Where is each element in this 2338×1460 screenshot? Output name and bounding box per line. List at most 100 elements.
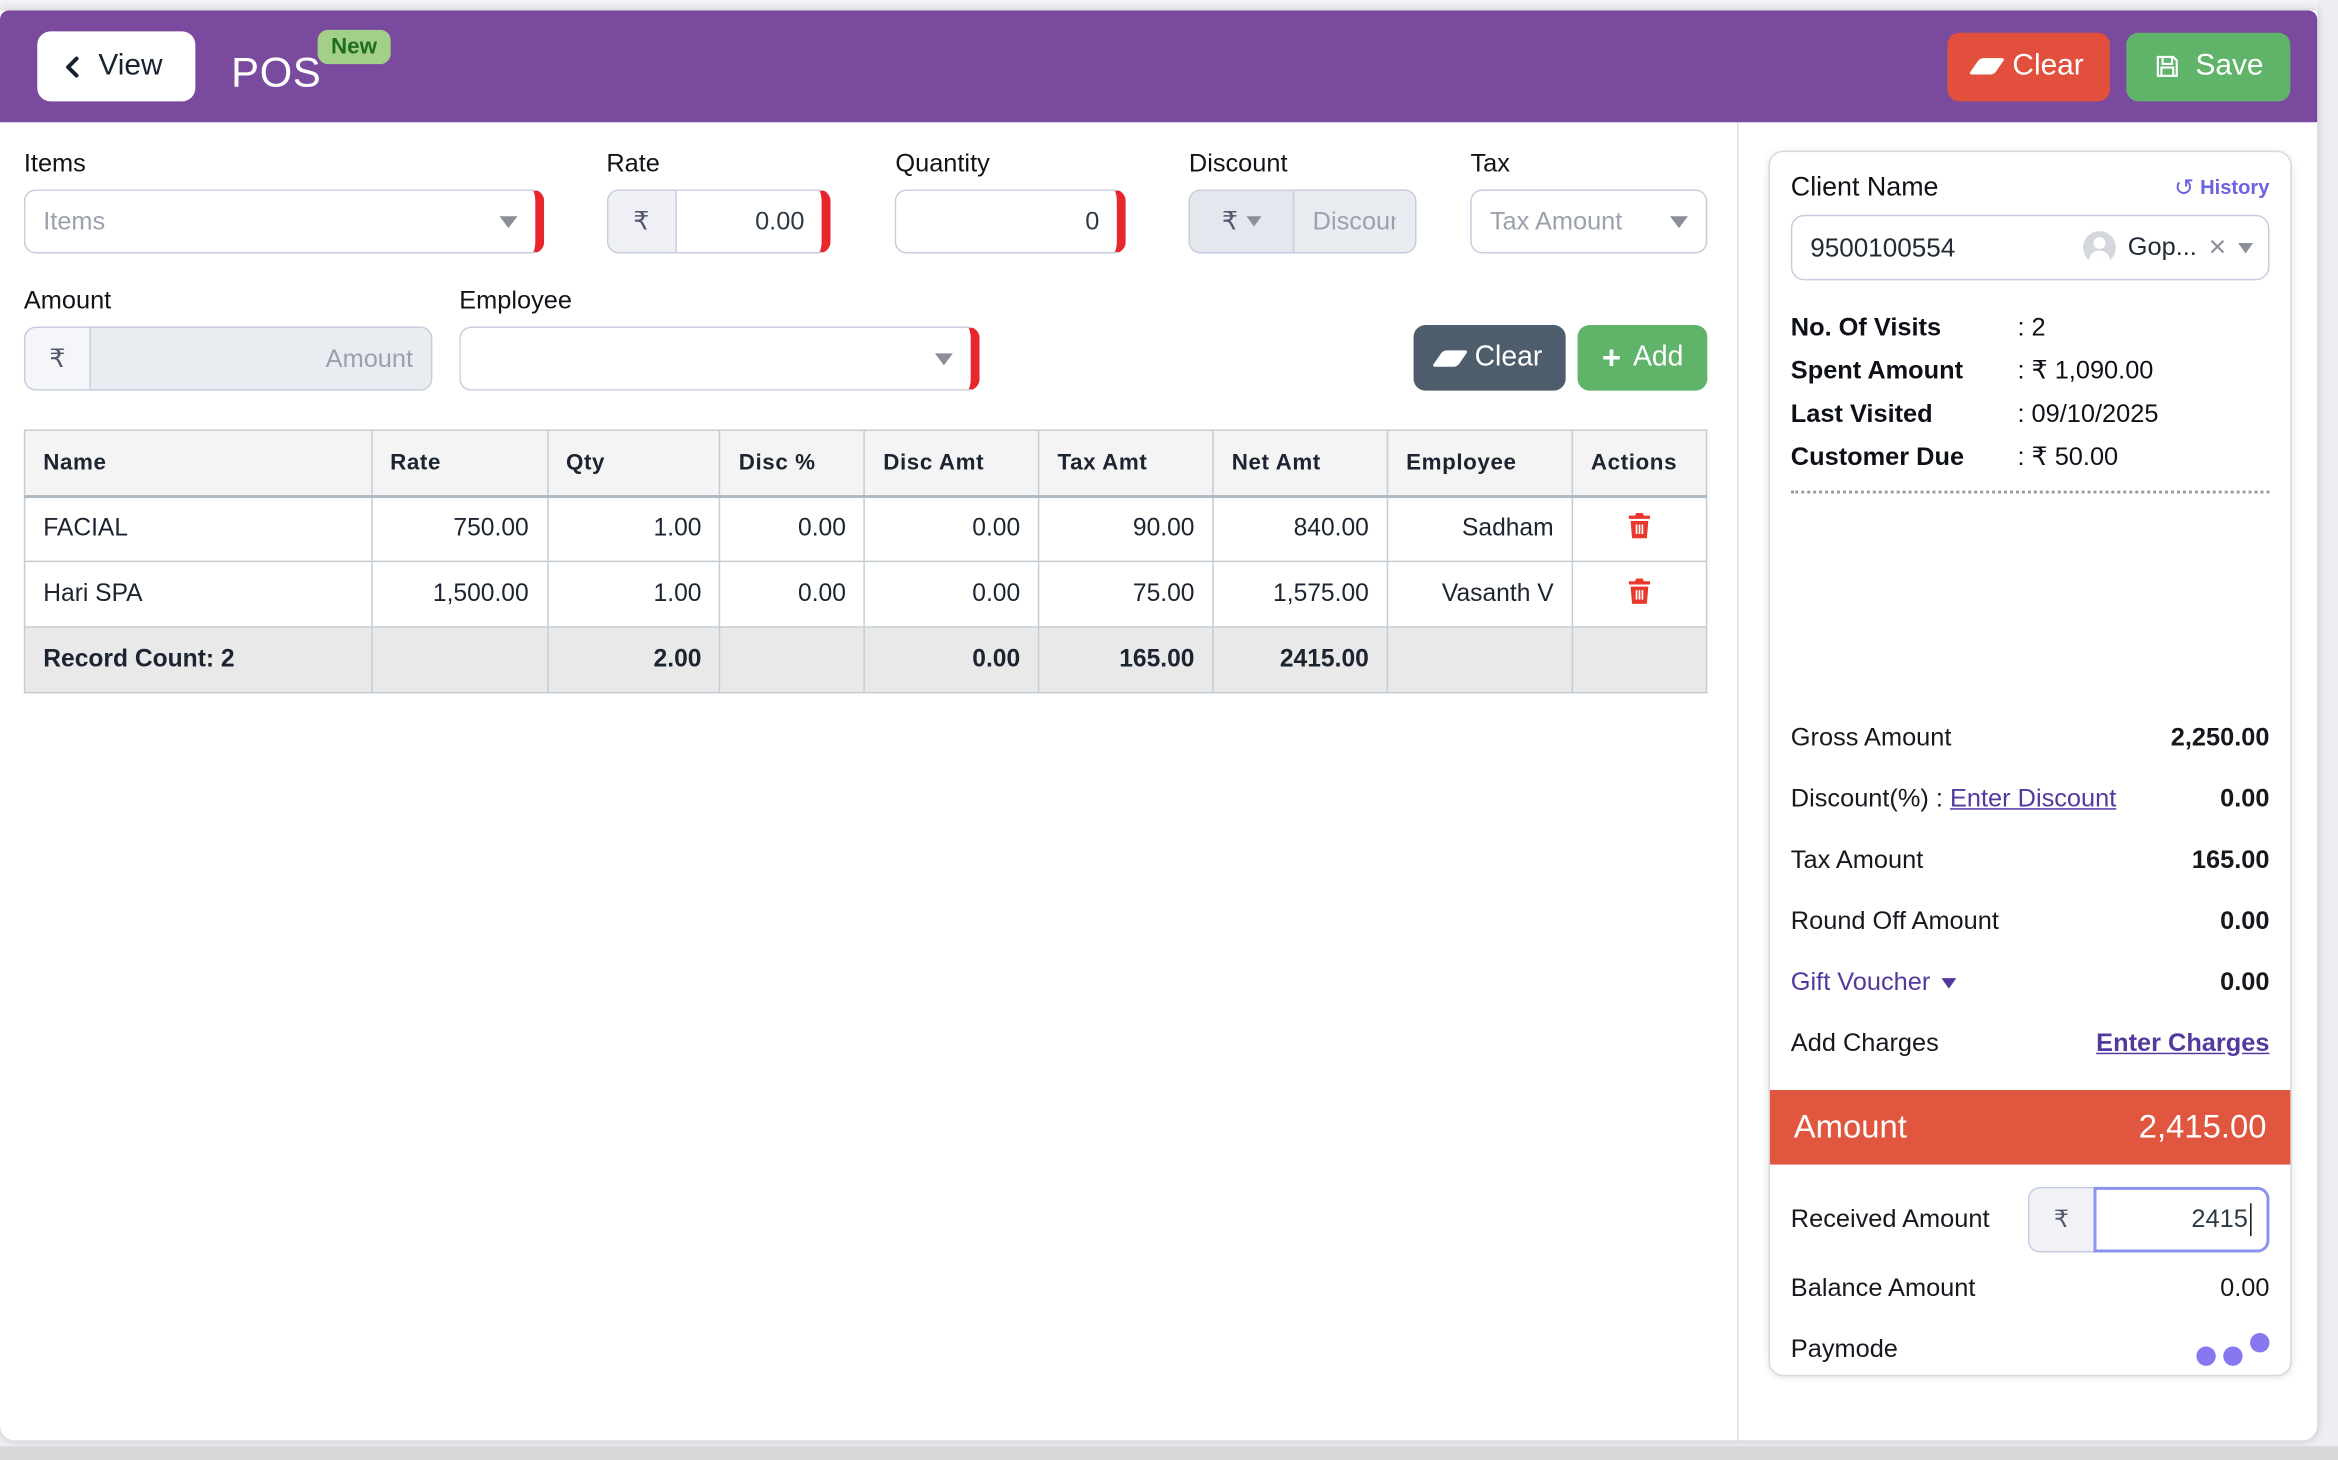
amount-input-wrap bbox=[89, 326, 433, 391]
client-stats: No. Of Visits : 2 Spent Amount : ₹ 1,090… bbox=[1791, 313, 2270, 473]
received-amount-input[interactable]: 2415 bbox=[2093, 1186, 2270, 1253]
loading-dot bbox=[2250, 1333, 2270, 1353]
chevron-down-icon bbox=[1246, 216, 1262, 227]
tax-amount-label: Tax Amount bbox=[1790, 845, 1924, 874]
dotted-divider bbox=[1790, 490, 2270, 494]
balance-amount-value: 0.00 bbox=[2220, 1273, 2270, 1302]
client-name-label: Client Name bbox=[1790, 171, 1939, 202]
col-tax-amt: Tax Amt bbox=[1038, 429, 1214, 497]
stat-label: Spent Amount bbox=[1790, 356, 1964, 385]
cell-employee: Vasanth V bbox=[1386, 560, 1574, 628]
stat-value: : ₹ 50.00 bbox=[2017, 442, 2119, 472]
enter-charges-link[interactable]: Enter Charges bbox=[2096, 1028, 2270, 1058]
cell-actions bbox=[1571, 495, 1708, 563]
discount-label: Discount bbox=[1188, 149, 1288, 178]
items-select[interactable]: Items bbox=[23, 189, 544, 254]
rupee-icon: ₹ bbox=[49, 343, 66, 373]
cell-actions bbox=[1571, 560, 1708, 628]
quantity-input[interactable] bbox=[896, 190, 1118, 252]
table-header-row: Name Rate Qty Disc % Disc Amt Tax Amt Ne… bbox=[23, 429, 1708, 497]
cell-tax-amt: 90.00 bbox=[1038, 495, 1214, 563]
col-employee: Employee bbox=[1386, 429, 1574, 497]
received-amount-label: Received Amount bbox=[1790, 1204, 1990, 1234]
employee-select[interactable] bbox=[459, 326, 980, 391]
form-row-2: Amount ₹ Employee bbox=[23, 286, 1708, 391]
line-actions: Clear + Add bbox=[1413, 325, 1708, 391]
amount-field: Amount ₹ bbox=[23, 286, 433, 391]
history-icon: ↺ bbox=[2174, 175, 2195, 201]
total-amount-banner: Amount 2,415.00 bbox=[1769, 1089, 2291, 1165]
client-select[interactable]: 9500100554 Gop... × bbox=[1790, 214, 2270, 281]
col-disc-pct: Disc % bbox=[719, 429, 866, 497]
header-save-button[interactable]: Save bbox=[2126, 32, 2291, 101]
total-amount-label: Amount bbox=[1793, 1107, 1907, 1146]
cell-disc-pct: 0.00 bbox=[719, 560, 866, 628]
discount-type-addon[interactable]: ₹ bbox=[1188, 189, 1294, 254]
items-label: Items bbox=[23, 149, 86, 178]
rate-input[interactable] bbox=[676, 190, 823, 252]
cell-tax-amt: 75.00 bbox=[1038, 560, 1214, 628]
chevron-down-icon bbox=[934, 352, 953, 365]
stat-row: Last Visited : 09/10/2025 bbox=[1791, 400, 2270, 430]
billing-sidebar: Client Name ↺ History 9500100554 Gop... … bbox=[1739, 122, 2318, 1377]
content: Items Items Rate ₹ bbox=[0, 122, 2318, 1441]
stat-row: Spent Amount : ₹ 1,090.00 bbox=[1791, 356, 2270, 386]
chevron-down-icon bbox=[1670, 215, 1688, 228]
back-view-button[interactable]: View bbox=[37, 31, 196, 102]
total-amount-value: 2,415.00 bbox=[2138, 1107, 2267, 1146]
cell-name: Hari SPA bbox=[23, 560, 373, 628]
add-charges-label: Add Charges bbox=[1790, 1028, 1939, 1058]
tax-label: Tax bbox=[1470, 149, 1510, 178]
col-net-amt: Net Amt bbox=[1212, 429, 1389, 497]
col-qty: Qty bbox=[546, 429, 721, 497]
amount-label: Amount bbox=[23, 286, 112, 315]
paymode-loading-dots bbox=[2196, 1333, 2270, 1366]
footer-tax-total: 165.00 bbox=[1038, 626, 1214, 694]
cell-net-amt: 840.00 bbox=[1212, 495, 1389, 563]
gross-amount-label: Gross Amount bbox=[1790, 723, 1952, 752]
items-placeholder: Items bbox=[43, 206, 106, 235]
col-disc-amt: Disc Amt bbox=[863, 429, 1040, 497]
loading-dot bbox=[2223, 1346, 2243, 1366]
window-top-strip bbox=[0, 0, 2318, 11]
line-add-button[interactable]: + Add bbox=[1578, 325, 1708, 391]
discount-input[interactable] bbox=[1294, 190, 1415, 252]
billing-summary: Gross Amount 2,250.00 Discount(%) : Ente… bbox=[1769, 723, 2291, 1393]
client-phone: 9500100554 bbox=[1810, 231, 1956, 262]
discount-field: Discount ₹ bbox=[1188, 149, 1417, 254]
balance-amount-label: Balance Amount bbox=[1790, 1273, 1976, 1302]
chevron-down-icon bbox=[1940, 977, 1956, 988]
amount-currency-addon: ₹ bbox=[23, 326, 90, 391]
text-cursor bbox=[2249, 1203, 2252, 1237]
new-badge: New bbox=[317, 29, 391, 64]
cell-disc-amt: 0.00 bbox=[863, 560, 1040, 628]
employee-field: Employee bbox=[459, 286, 980, 391]
delete-trash-icon[interactable] bbox=[1627, 511, 1652, 539]
history-link[interactable]: ↺ History bbox=[2174, 172, 2269, 202]
amount-input[interactable] bbox=[90, 328, 431, 390]
client-name-value: Gop... bbox=[2127, 232, 2197, 261]
col-name: Name bbox=[23, 429, 373, 497]
title-wrap: POS New bbox=[231, 29, 391, 97]
clear-client-icon[interactable]: × bbox=[2208, 231, 2227, 264]
footer-qty-total: 2.00 bbox=[546, 626, 721, 694]
paymode-row: Paymode bbox=[1770, 1333, 2290, 1393]
rate-currency-addon: ₹ bbox=[606, 189, 675, 254]
delete-trash-icon[interactable] bbox=[1627, 576, 1652, 604]
employee-label: Employee bbox=[459, 286, 572, 315]
stat-label: No. Of Visits bbox=[1790, 313, 1942, 342]
footer-net-total: 2415.00 bbox=[1212, 626, 1389, 694]
tax-select[interactable]: Tax Amount bbox=[1470, 189, 1708, 254]
round-off-label: Round Off Amount bbox=[1790, 906, 1999, 935]
chevron-down-icon bbox=[498, 215, 517, 228]
gift-voucher-toggle[interactable]: Gift Voucher bbox=[1791, 968, 1956, 998]
cell-qty: 1.00 bbox=[546, 495, 721, 563]
enter-discount-link[interactable]: Enter Discount bbox=[1950, 784, 2117, 813]
avatar-icon bbox=[2083, 231, 2116, 264]
cell-net-amt: 1,575.00 bbox=[1212, 560, 1389, 628]
line-clear-button[interactable]: Clear bbox=[1413, 325, 1567, 391]
cell-disc-pct: 0.00 bbox=[719, 495, 866, 563]
gift-voucher-value: 0.00 bbox=[2220, 967, 2270, 997]
header-clear-button[interactable]: Clear bbox=[1946, 32, 2111, 101]
